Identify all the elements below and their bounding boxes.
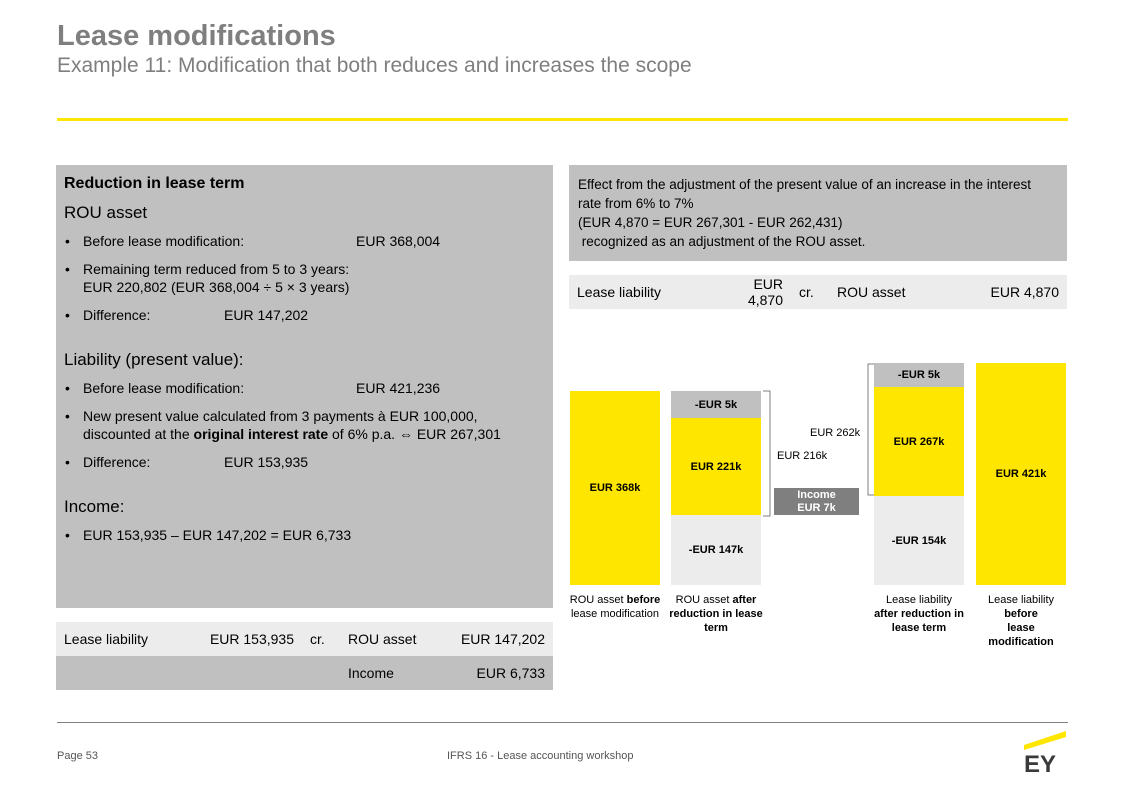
bar-liability-reduction: -EUR 154k xyxy=(874,496,964,585)
bar-rou-before: EUR 368k xyxy=(570,391,660,585)
bar-liability-after: EUR 267k xyxy=(874,387,964,496)
page-number: Page 53 xyxy=(57,750,98,762)
note-262: EUR 262k xyxy=(810,427,861,439)
page-title: Lease modifications xyxy=(57,20,336,52)
caption-rou-before: ROU asset before lease modification xyxy=(569,594,661,620)
rou-heading: ROU asset xyxy=(64,203,148,222)
caption-rou-after: ROU asset after reduction in lease term xyxy=(669,594,763,634)
liability-heading: Liability (present value): xyxy=(64,350,244,369)
list-item: New present value calculated from 3 paym… xyxy=(64,407,545,443)
income-list: EUR 153,935 – EUR 147,202 = EUR 6,733 xyxy=(64,526,545,544)
list-item: Difference:EUR 153,935 xyxy=(64,453,545,471)
liability-list: Before lease modification:EUR 421,236 Ne… xyxy=(64,379,545,471)
right-journal-table: Lease liability EUR 4,870 cr. ROU asset … xyxy=(569,275,1067,309)
rou-bracket xyxy=(763,390,771,517)
list-item: EUR 153,935 – EUR 147,202 = EUR 6,733 xyxy=(64,526,545,544)
page-subtitle: Example 11: Modification that both reduc… xyxy=(57,54,692,77)
ey-logo: EY xyxy=(1020,728,1072,778)
list-item: Difference:EUR 147,202 xyxy=(64,306,545,324)
liability-bracket xyxy=(867,363,875,496)
bar-liability-before: EUR 421k xyxy=(976,363,1066,585)
income-box: Income EUR 7k xyxy=(774,488,859,515)
caption-liability-before: Lease liability before lease modification xyxy=(987,594,1055,648)
bar-liability-after-decrease: -EUR 5k xyxy=(874,363,964,387)
table-row: Lease liability EUR 153,935 cr. ROU asse… xyxy=(56,622,553,656)
table-row: Income EUR 6,733 xyxy=(56,656,553,690)
interest-effect-panel: Effect from the adjustment of the presen… xyxy=(569,165,1067,261)
header-divider xyxy=(57,118,1068,121)
list-item: Remaining term reduced from 5 to 3 years… xyxy=(64,260,545,296)
reduction-panel: Reduction in lease term ROU asset Before… xyxy=(56,165,553,608)
footer-divider xyxy=(57,722,1068,723)
svg-text:EY: EY xyxy=(1024,751,1056,776)
interest-effect-note: recognized as an adjustment of the ROU a… xyxy=(578,234,866,249)
list-item: Before lease modification:EUR 421,236 xyxy=(64,379,545,397)
list-item: Before lease modification:EUR 368,004 xyxy=(64,232,545,250)
rou-list: Before lease modification:EUR 368,004 Re… xyxy=(64,232,545,324)
note-216: EUR 216k xyxy=(777,450,828,462)
bar-rou-after-decrease: -EUR 5k xyxy=(671,391,761,418)
bar-rou-after: EUR 221k xyxy=(671,418,761,515)
reduction-heading: Reduction in lease term xyxy=(64,175,245,192)
table-row: Lease liability EUR 4,870 cr. ROU asset … xyxy=(577,276,1059,308)
left-journal-table: Lease liability EUR 153,935 cr. ROU asse… xyxy=(56,622,553,690)
footer-title: IFRS 16 - Lease accounting workshop xyxy=(447,750,634,762)
interest-effect-calc: (EUR 4,870 = EUR 267,301 - EUR 262,431) xyxy=(578,215,843,230)
caption-liability-after: Lease liability after reduction in lease … xyxy=(874,594,964,634)
bar-rou-reduction: -EUR 147k xyxy=(671,515,761,585)
interest-effect-line: Effect from the adjustment of the presen… xyxy=(578,177,1032,211)
income-heading: Income: xyxy=(64,497,125,516)
